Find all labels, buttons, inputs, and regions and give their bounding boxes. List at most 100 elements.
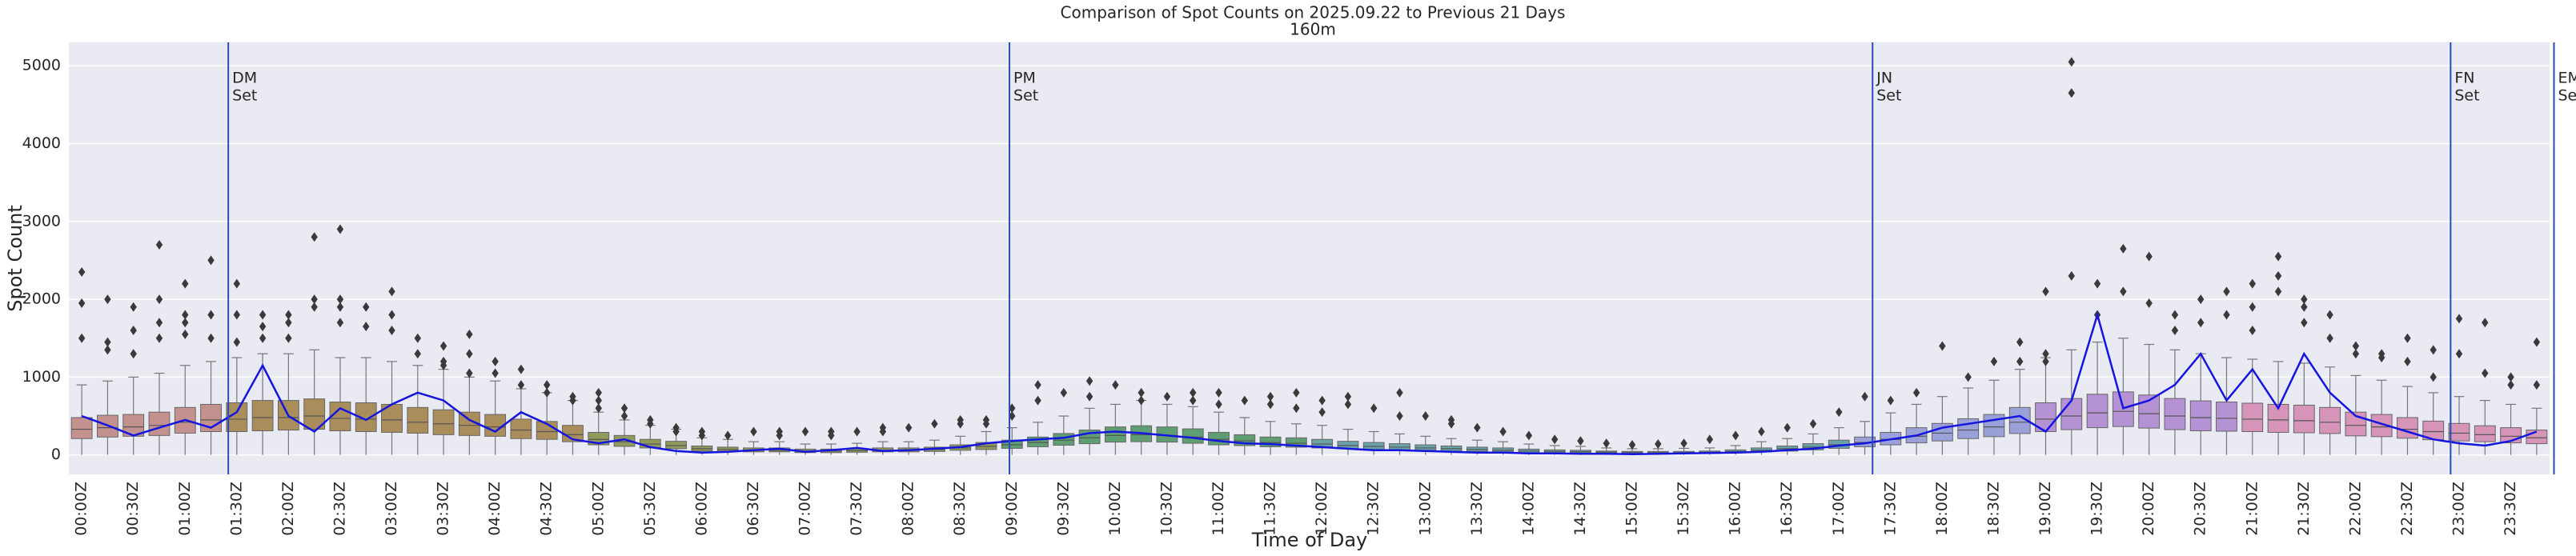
annotation-label: Set (2454, 87, 2479, 105)
outlier (1318, 407, 1326, 418)
x-tick-label: 08:30Z (951, 482, 969, 536)
outlier (1215, 399, 1222, 410)
box-group (226, 278, 248, 455)
outlier (1809, 418, 1817, 429)
outlier (492, 368, 499, 378)
y-tick-label: 1000 (22, 368, 61, 386)
outlier (78, 333, 86, 343)
outlier (207, 310, 215, 320)
outlier (2326, 310, 2333, 320)
y-tick-label: 3000 (22, 212, 61, 230)
outlier (544, 380, 551, 390)
x-tick-label: 18:00Z (1933, 482, 1951, 536)
box-group (510, 364, 532, 455)
x-tick-label: 21:00Z (2243, 482, 2261, 536)
outlier (1034, 395, 1041, 406)
outlier (1422, 411, 1429, 422)
outlier (2145, 298, 2153, 308)
outlier (1396, 411, 1403, 422)
box-group (1001, 403, 1023, 455)
box (1983, 414, 2005, 438)
outlier (2430, 345, 2437, 355)
outlier (1215, 387, 1222, 398)
outlier (1138, 395, 1145, 406)
box-group (458, 329, 480, 455)
outlier (2093, 278, 2101, 289)
outlier (1138, 387, 1145, 398)
outlier (931, 418, 938, 429)
outlier (620, 411, 628, 422)
outlier (207, 255, 215, 266)
outlier (905, 422, 913, 433)
box (2164, 398, 2186, 430)
outlier (879, 422, 887, 433)
box-group (2422, 345, 2445, 455)
box-group (2189, 294, 2212, 455)
outlier (2068, 270, 2075, 281)
box-group (1776, 422, 1799, 455)
x-tick-label: 19:30Z (2088, 482, 2106, 536)
outlier (1603, 438, 1610, 449)
outlier (1577, 436, 1584, 446)
outlier (2274, 286, 2282, 297)
outlier (2507, 380, 2514, 390)
outlier (2482, 368, 2489, 378)
x-tick-label: 04:00Z (486, 482, 504, 536)
x-tick-label: 01:00Z (176, 482, 194, 536)
box (2086, 394, 2109, 429)
outlier (2301, 302, 2308, 312)
outlier (182, 329, 189, 339)
x-tick-label: 15:30Z (1675, 482, 1692, 536)
outlier (2274, 251, 2282, 262)
box-group (70, 267, 93, 455)
outlier (828, 426, 835, 437)
outlier (104, 337, 111, 347)
x-tick-label: 17:30Z (1881, 482, 1899, 536)
x-tick-label: 17:00Z (1830, 482, 1848, 536)
outlier (595, 387, 602, 398)
x-axis-label: Time of Day (1251, 529, 1368, 551)
outlier (801, 426, 809, 437)
x-tick-label: 07:30Z (848, 482, 865, 536)
x-tick-label: 05:30Z (641, 482, 659, 536)
outlier (388, 326, 395, 335)
box-group (2397, 333, 2418, 455)
outlier (1447, 418, 1455, 429)
outlier (2197, 318, 2205, 328)
outlier (155, 239, 163, 250)
outlier (1525, 430, 1533, 441)
outlier (311, 294, 318, 305)
outlier (311, 302, 318, 312)
outlier (2533, 337, 2541, 347)
box-group (1621, 440, 1643, 455)
outlier (2301, 294, 2308, 305)
outlier (1344, 391, 1352, 402)
outlier (2249, 302, 2256, 312)
box (329, 402, 351, 432)
outlier (1861, 391, 1868, 402)
box-group (846, 426, 868, 455)
outlier (957, 414, 964, 425)
box-group (1414, 411, 1437, 455)
outlier (2274, 270, 2282, 281)
outlier (672, 422, 680, 433)
outlier (1112, 380, 1119, 390)
outlier (2533, 380, 2541, 390)
outlier (2042, 349, 2049, 359)
outlier (466, 368, 473, 378)
outlier (207, 333, 215, 343)
x-tick-label: 03:00Z (383, 482, 400, 536)
outlier (517, 380, 525, 390)
outlier (285, 310, 292, 320)
x-tick-label: 02:00Z (279, 482, 297, 536)
outlier (285, 333, 292, 343)
box-group (200, 255, 222, 455)
outlier (595, 395, 602, 406)
outlier (1009, 403, 1016, 414)
outlier (155, 333, 163, 343)
box (2241, 402, 2264, 432)
outlier (311, 232, 318, 242)
x-tick-label: 22:00Z (2346, 482, 2364, 536)
outlier (2404, 333, 2411, 343)
outlier (2430, 372, 2437, 382)
